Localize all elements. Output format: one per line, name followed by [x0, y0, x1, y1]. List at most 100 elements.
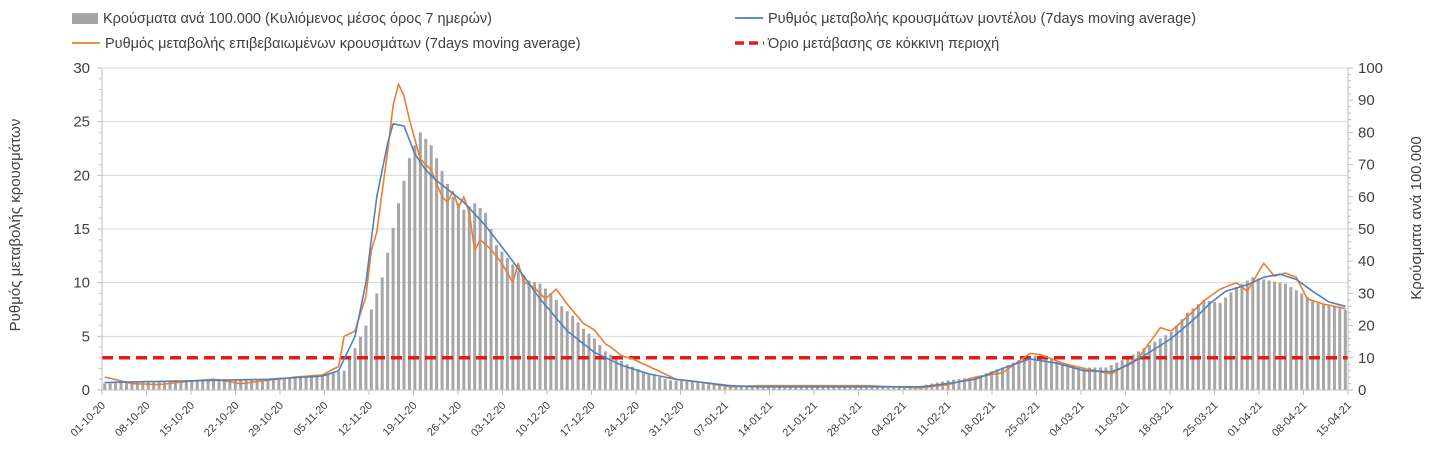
bar — [690, 381, 694, 390]
bar — [1088, 367, 1092, 390]
bar — [1245, 280, 1249, 390]
x-tick-label: 11-02-21 — [915, 400, 954, 439]
bar — [473, 203, 477, 390]
bar — [152, 382, 156, 390]
bar — [1267, 280, 1271, 390]
bar — [832, 387, 836, 390]
bar — [886, 386, 890, 390]
bar — [342, 370, 346, 390]
bar — [484, 212, 488, 390]
bar — [124, 382, 128, 390]
bar — [315, 375, 319, 390]
bar — [516, 270, 520, 390]
bar — [903, 386, 907, 390]
y-left-tick-label: 25 — [73, 114, 90, 131]
bar — [1256, 278, 1260, 390]
bar — [745, 385, 749, 390]
legend-bars-swatch — [72, 13, 98, 24]
x-tick-label: 31-12-20 — [647, 400, 687, 440]
bar — [587, 333, 591, 390]
bar — [348, 359, 352, 390]
bar — [293, 377, 297, 390]
bar — [1060, 364, 1064, 390]
bar — [805, 386, 809, 390]
bar — [239, 379, 243, 390]
bar — [413, 145, 417, 390]
x-tick-label: 08-10-20 — [113, 400, 153, 440]
bar — [554, 299, 558, 390]
bar — [826, 386, 830, 390]
x-tick-label: 12-11-20 — [336, 400, 375, 439]
bar — [571, 315, 575, 390]
bar — [984, 373, 988, 390]
bar — [701, 382, 705, 390]
x-tick-label: 03-12-20 — [469, 400, 509, 440]
bar — [206, 379, 210, 390]
bar — [201, 379, 205, 390]
bar — [631, 366, 634, 390]
bar — [282, 378, 286, 390]
bar — [397, 203, 401, 390]
x-tick-label: 26-11-20 — [425, 400, 464, 439]
y-right-tick-label: 30 — [1358, 285, 1375, 302]
y-axis-right-title: Κρούσματα ανά 100.000 — [1408, 136, 1425, 299]
x-tick-label: 05-11-20 — [292, 400, 331, 439]
x-tick-label: 29-10-20 — [246, 400, 286, 440]
bar — [739, 385, 743, 390]
bar — [217, 378, 221, 390]
bar — [222, 379, 226, 390]
bar — [429, 145, 433, 390]
bars — [103, 132, 1347, 390]
bar — [1104, 367, 1108, 390]
y-right-tick-label: 80 — [1358, 124, 1375, 141]
bar — [658, 377, 662, 390]
bar — [271, 379, 275, 390]
y-left-tick-label: 15 — [73, 221, 90, 238]
bar — [1278, 282, 1282, 390]
bar — [1120, 360, 1124, 390]
y-right-tick-label: 0 — [1358, 382, 1366, 399]
bar — [870, 387, 874, 390]
bar — [538, 283, 542, 390]
bar — [864, 387, 868, 390]
bar — [750, 386, 754, 390]
bar — [233, 379, 237, 390]
bar — [1098, 367, 1102, 390]
bar — [130, 382, 134, 390]
bar — [1115, 362, 1119, 390]
y-right-tick-label: 100 — [1358, 60, 1383, 77]
bar — [1000, 367, 1004, 390]
gridlines — [102, 67, 1348, 337]
bar — [435, 158, 439, 390]
bar — [228, 379, 232, 390]
bar — [652, 375, 656, 390]
x-tick-label: 22-10-20 — [202, 400, 242, 440]
tick-labels: 0 5 10 15 20 25 30 0 10 20 30 40 50 60 70 80 90 100 01-10-… — [68, 60, 1383, 439]
bar — [1158, 338, 1162, 390]
bar — [614, 357, 618, 390]
bar — [995, 369, 999, 390]
bar — [478, 208, 482, 390]
bar — [391, 227, 395, 390]
bar — [609, 354, 613, 390]
x-tick-label: 18-03-21 — [1136, 400, 1176, 440]
bar — [1300, 293, 1304, 390]
bar — [1213, 301, 1217, 390]
bar — [620, 361, 624, 390]
bar — [843, 387, 847, 390]
axes — [97, 67, 1353, 395]
bar — [1305, 296, 1309, 390]
bar — [848, 387, 852, 390]
bar — [418, 132, 422, 390]
bar — [1022, 357, 1026, 390]
bar — [299, 376, 303, 390]
bar — [1185, 312, 1189, 390]
bar — [1240, 283, 1244, 390]
bar — [854, 387, 858, 390]
bar — [173, 380, 177, 390]
bar — [777, 386, 781, 390]
bar — [288, 377, 292, 390]
y-right-tick-label: 10 — [1358, 350, 1375, 367]
bar — [979, 375, 983, 390]
bar — [1294, 290, 1298, 390]
